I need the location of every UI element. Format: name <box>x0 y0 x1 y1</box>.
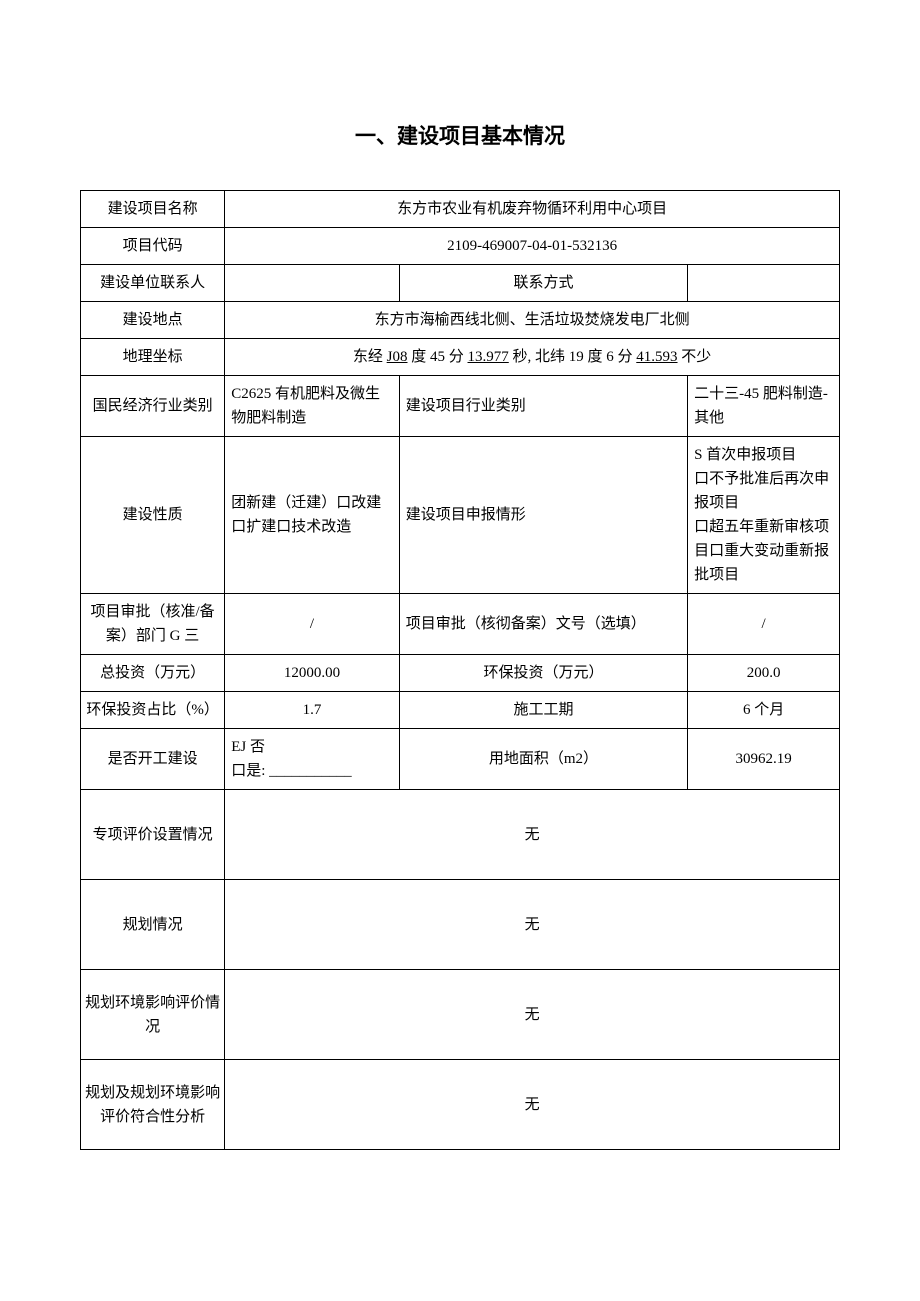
table-row: 总投资（万元） 12000.00 环保投资（万元） 200.0 <box>81 655 840 692</box>
cell-label: 建设单位联系人 <box>81 265 225 302</box>
cell-label: 规划情况 <box>81 880 225 970</box>
table-row: 建设性质 团新建（迁建）口改建口扩建口技术改造 建设项目申报情形 S 首次申报项… <box>81 437 840 594</box>
cell-value: S 首次申报项目 口不予批准后再次申报项目 口超五年重新审核项目口重大变动重新报… <box>688 437 840 594</box>
cell-value <box>688 265 840 302</box>
cell-label: 建设项目申报情形 <box>399 437 687 594</box>
table-row: 建设项目名称 东方市农业有机废弃物循环利用中心项目 <box>81 191 840 228</box>
cell-label: 是否开工建设 <box>81 729 225 790</box>
cell-label: 施工工期 <box>399 692 687 729</box>
coord-underline: 41.593 <box>636 349 677 365</box>
cell-value: / <box>225 594 400 655</box>
cell-value: 东方市海榆西线北侧、生活垃圾焚烧发电厂北侧 <box>225 302 840 339</box>
table-row: 项目审批（核准/备案）部门 G 三 / 项目审批（核彻备案）文号（选填） / <box>81 594 840 655</box>
table-row: 国民经济行业类别 C2625 有机肥料及微生物肥料制造 建设项目行业类别 二十三… <box>81 376 840 437</box>
cell-value: / <box>688 594 840 655</box>
cell-label: 国民经济行业类别 <box>81 376 225 437</box>
cell-label: 项目审批（核准/备案）部门 G 三 <box>81 594 225 655</box>
table-row: 建设单位联系人 联系方式 <box>81 265 840 302</box>
cell-value: 团新建（迁建）口改建口扩建口技术改造 <box>225 437 400 594</box>
coord-mid: 秒, 北纬 19 度 6 分 <box>509 349 637 365</box>
coord-prefix: 东经 <box>353 349 387 365</box>
table-row: 项目代码 2109-469007-04-01-532136 <box>81 228 840 265</box>
cell-value: 无 <box>225 790 840 880</box>
table-row: 环保投资占比（%） 1.7 施工工期 6 个月 <box>81 692 840 729</box>
cell-label: 用地面积（m2） <box>399 729 687 790</box>
cell-value: 东经 J08 度 45 分 13.977 秒, 北纬 19 度 6 分 41.5… <box>225 339 840 376</box>
cell-value: 1.7 <box>225 692 400 729</box>
coord-suffix: 不少 <box>678 349 712 365</box>
cell-value: 200.0 <box>688 655 840 692</box>
cell-value: C2625 有机肥料及微生物肥料制造 <box>225 376 400 437</box>
cell-value: 30962.19 <box>688 729 840 790</box>
cell-value: 2109-469007-04-01-532136 <box>225 228 840 265</box>
cell-label: 规划及规划环境影响评价符合性分析 <box>81 1060 225 1150</box>
table-row: 规划情况 无 <box>81 880 840 970</box>
cell-value: 无 <box>225 1060 840 1150</box>
cell-value: 12000.00 <box>225 655 400 692</box>
cell-label: 建设性质 <box>81 437 225 594</box>
cell-label: 项目代码 <box>81 228 225 265</box>
cell-value <box>225 265 400 302</box>
cell-value: EJ 否 口是: ___________ <box>225 729 400 790</box>
cell-label: 联系方式 <box>399 265 687 302</box>
table-row: 规划及规划环境影响评价符合性分析 无 <box>81 1060 840 1150</box>
coord-underline: 13.977 <box>468 349 509 365</box>
cell-value: 无 <box>225 880 840 970</box>
cell-label: 建设项目名称 <box>81 191 225 228</box>
option-line: 口不予批准后再次申报项目 <box>694 467 835 515</box>
table-row: 是否开工建设 EJ 否 口是: ___________ 用地面积（m2） 309… <box>81 729 840 790</box>
option-line: S 首次申报项目 <box>694 443 835 467</box>
cell-label: 专项评价设置情况 <box>81 790 225 880</box>
cell-label: 建设地点 <box>81 302 225 339</box>
cell-label: 项目审批（核彻备案）文号（选填） <box>399 594 687 655</box>
cell-label: 地理坐标 <box>81 339 225 376</box>
table-row: 专项评价设置情况 无 <box>81 790 840 880</box>
option-line: EJ 否 <box>231 735 395 759</box>
option-line: 口是: ___________ <box>231 759 395 783</box>
cell-label: 环保投资占比（%） <box>81 692 225 729</box>
cell-label: 规划环境影响评价情况 <box>81 970 225 1060</box>
coord-mid: 度 45 分 <box>408 349 468 365</box>
project-info-table: 建设项目名称 东方市农业有机废弃物循环利用中心项目 项目代码 2109-4690… <box>80 190 840 1150</box>
cell-label: 总投资（万元） <box>81 655 225 692</box>
table-row: 地理坐标 东经 J08 度 45 分 13.977 秒, 北纬 19 度 6 分… <box>81 339 840 376</box>
table-row: 建设地点 东方市海榆西线北侧、生活垃圾焚烧发电厂北侧 <box>81 302 840 339</box>
cell-label: 环保投资（万元） <box>399 655 687 692</box>
cell-value: 东方市农业有机废弃物循环利用中心项目 <box>225 191 840 228</box>
cell-value: 无 <box>225 970 840 1060</box>
coord-underline: J08 <box>387 349 408 365</box>
cell-label: 建设项目行业类别 <box>399 376 687 437</box>
cell-value: 6 个月 <box>688 692 840 729</box>
table-row: 规划环境影响评价情况 无 <box>81 970 840 1060</box>
cell-value: 二十三-45 肥料制造-其他 <box>688 376 840 437</box>
page-title: 一、建设项目基本情况 <box>80 120 840 150</box>
option-line: 口超五年重新审核项目口重大变动重新报批项目 <box>694 515 835 587</box>
